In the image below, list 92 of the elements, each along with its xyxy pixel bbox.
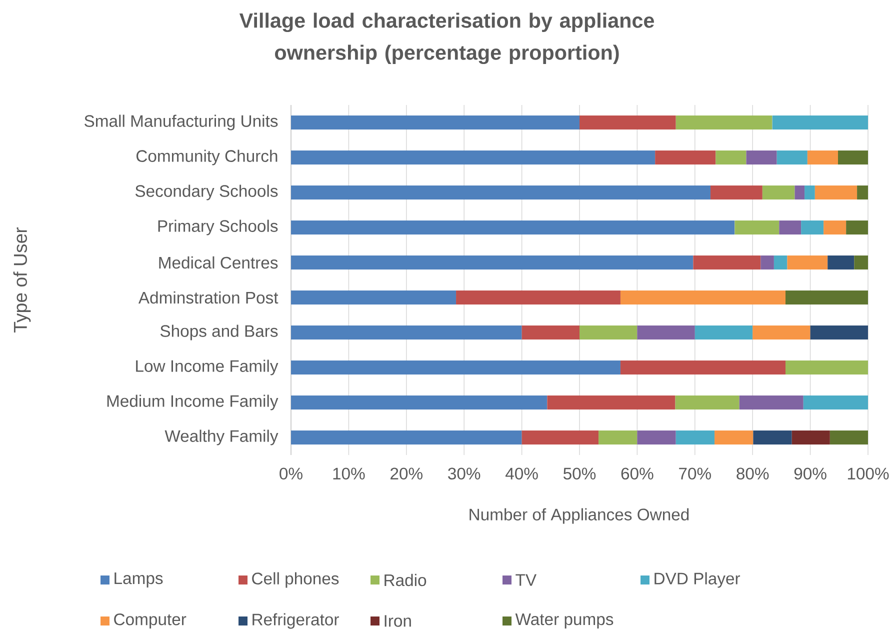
bar [620,360,786,374]
bar [807,150,838,164]
bar [854,256,868,270]
bar [753,430,792,444]
bar [291,116,580,130]
bar [598,430,638,444]
bar [291,256,694,270]
bar [580,326,638,340]
bar [291,186,710,200]
bar [830,430,868,444]
x-tick-label: 90% [794,468,826,480]
bar [762,186,795,200]
legend-label: Computer [114,613,186,629]
bar [828,256,854,270]
x-tick-label: 80% [736,468,769,480]
x-axis-title: Number of Appliances Owned [470,508,689,524]
bar [620,290,786,304]
x-tick-label: 70% [679,468,711,480]
y-tick-label: Adminstration Post [138,291,278,304]
bar [739,396,804,410]
legend-label: Lamps [114,572,163,588]
bar [803,396,868,410]
bar [291,150,656,164]
bar [637,430,676,444]
bar [291,360,620,374]
bar [291,220,735,234]
bar [801,220,824,234]
y-tick-label: Small Manufacturing Units [84,114,278,130]
bar [774,256,788,270]
bar [637,326,695,340]
bar [676,430,715,444]
bar [291,290,456,304]
x-tick-label: 10% [333,468,365,480]
bar [694,326,753,340]
bar [547,396,676,410]
y-tick-label: Primary Schools [158,220,278,236]
legend-label: DVD Player [654,572,740,588]
bar [824,220,846,234]
bar [760,256,774,270]
bar [772,116,868,130]
bar [291,396,548,410]
legend-label: Refrigerator [252,613,339,629]
bar [846,220,868,234]
bar [291,430,522,444]
bar [675,396,740,410]
bar [752,326,810,340]
y-tick-label: Wealthy Family [164,430,278,446]
bar [746,150,777,164]
x-tick-label: 0% [280,468,302,480]
bar [655,150,716,164]
bar [580,116,676,130]
bar [676,116,772,130]
legend-label: Water pumps [515,614,614,628]
bar [804,186,815,200]
bar [714,430,754,444]
legend-label: Radio [384,574,426,586]
y-tick-label: Medium Income Family [107,394,278,410]
legend-label: Cell phones [252,572,339,588]
bar [522,430,599,444]
bar [693,256,761,270]
bar [814,186,858,200]
y-tick-label: Shops and Bars [160,324,278,340]
x-tick-label: 60% [621,468,654,480]
bar [810,326,868,340]
legend-label: TV [516,574,536,586]
x-tick-label: 40% [506,468,538,480]
bar [785,290,868,304]
y-tick-label: Community Church [136,150,278,166]
bar [792,430,830,444]
bar [291,326,522,340]
bar [776,150,808,164]
y-tick-label: Medical Centres [159,256,278,269]
bar [779,220,802,234]
bar [716,150,746,164]
bar [838,150,868,164]
y-tick-label: Low Income Family [136,360,278,376]
bar [857,186,868,200]
y-axis-title: Type of User [13,227,31,332]
bar [456,290,620,304]
bar [787,256,828,270]
legend-label: Iron [384,615,411,627]
x-tick-label: 20% [390,468,422,480]
x-tick-label: 50% [563,468,596,480]
bar [734,220,780,234]
bar [522,326,580,340]
y-tick-label: Secondary Schools [135,184,278,200]
x-tick-label: 100% [848,468,889,480]
bar [785,360,868,374]
x-tick-label: 30% [448,468,480,480]
bar [710,186,762,200]
bar [794,186,805,200]
chart-title: Village load characterisation by appliance ownership (percentage proportion) [239,12,654,64]
